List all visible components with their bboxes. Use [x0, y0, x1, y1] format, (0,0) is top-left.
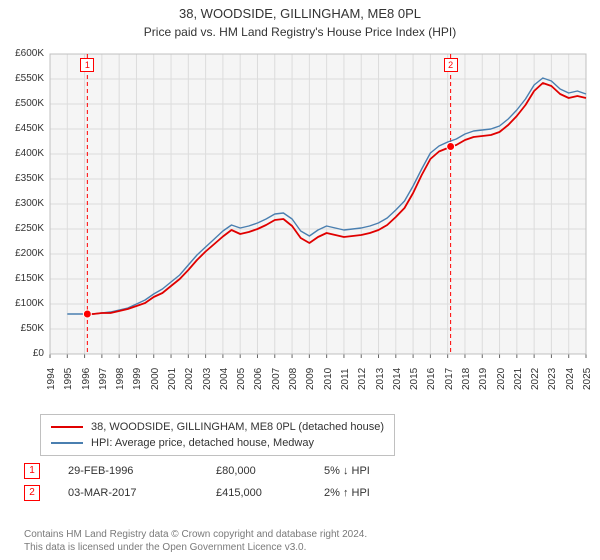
event-date: 03-MAR-2017 — [68, 482, 188, 504]
event-hpi-delta: 2% ↑ HPI — [324, 482, 370, 504]
event-flag-badge: 2 — [444, 58, 458, 72]
x-tick-label: 2010 — [323, 368, 334, 390]
x-tick-label: 2001 — [167, 368, 178, 390]
x-tick-label: 2017 — [444, 368, 455, 390]
y-tick-label: £600K — [2, 48, 44, 59]
x-tick-label: 2025 — [582, 368, 593, 390]
x-tick-label: 2019 — [478, 368, 489, 390]
event-badge: 2 — [24, 485, 40, 501]
event-row: 2 03-MAR-2017 £415,000 2% ↑ HPI — [24, 482, 370, 504]
y-tick-label: £500K — [2, 98, 44, 109]
event-price: £415,000 — [216, 482, 296, 504]
footnote: Contains HM Land Registry data © Crown c… — [24, 528, 590, 554]
chart-area: 1994 1995 1996 1997 1998 1999 2000 2001 2002 2003… — [0, 48, 600, 408]
y-tick-label: £550K — [2, 73, 44, 84]
event-row: 1 29-FEB-1996 £80,000 5% ↓ HPI — [24, 460, 370, 482]
y-tick-label: £450K — [2, 123, 44, 134]
x-tick-label: 2009 — [305, 368, 316, 390]
x-tick-label: 2004 — [219, 368, 230, 390]
x-tick-label: 2018 — [461, 368, 472, 390]
x-tick-label: 2016 — [426, 368, 437, 390]
x-tick-label: 1994 — [46, 368, 57, 390]
event-price: £80,000 — [216, 460, 296, 482]
x-tick-label: 2022 — [530, 368, 541, 390]
y-tick-label: £250K — [2, 223, 44, 234]
x-tick-label: 2015 — [409, 368, 420, 390]
y-tick-label: £200K — [2, 248, 44, 259]
x-tick-label: 2005 — [236, 368, 247, 390]
chart-svg — [0, 48, 600, 408]
x-tick-label: 2008 — [288, 368, 299, 390]
legend-box: 38, WOODSIDE, GILLINGHAM, ME8 0PL (detac… — [40, 414, 395, 456]
x-tick-label: 1996 — [81, 368, 92, 390]
event-table: 1 29-FEB-1996 £80,000 5% ↓ HPI 2 03-MAR-2017 £… — [24, 460, 370, 504]
x-tick-label: 2002 — [184, 368, 195, 390]
y-tick-label: £100K — [2, 298, 44, 309]
x-tick-label: 2020 — [496, 368, 507, 390]
x-tick-label: 1997 — [98, 368, 109, 390]
event-badge: 1 — [24, 463, 40, 479]
legend-swatch — [51, 442, 83, 444]
legend-label: 38, WOODSIDE, GILLINGHAM, ME8 0PL (detac… — [91, 419, 384, 435]
chart-title-address: 38, WOODSIDE, GILLINGHAM, ME8 0PL — [0, 0, 600, 21]
y-tick-label: £300K — [2, 198, 44, 209]
x-tick-label: 1999 — [132, 368, 143, 390]
legend-item: HPI: Average price, detached house, Medw… — [51, 435, 384, 451]
legend-item: 38, WOODSIDE, GILLINGHAM, ME8 0PL (detac… — [51, 419, 384, 435]
x-tick-label: 2014 — [392, 368, 403, 390]
y-tick-label: £0 — [2, 348, 44, 359]
x-tick-label: 2006 — [253, 368, 264, 390]
y-tick-label: £50K — [2, 323, 44, 334]
footnote-line2: This data is licensed under the Open Gov… — [24, 541, 590, 554]
legend-label: HPI: Average price, detached house, Medw… — [91, 435, 314, 451]
x-tick-label: 2000 — [150, 368, 161, 390]
event-date: 29-FEB-1996 — [68, 460, 188, 482]
y-tick-label: £350K — [2, 173, 44, 184]
x-tick-label: 2013 — [375, 368, 386, 390]
x-tick-label: 2012 — [357, 368, 368, 390]
chart-subtitle: Price paid vs. HM Land Registry's House … — [0, 21, 600, 39]
x-tick-label: 2024 — [565, 368, 576, 390]
chart-root: { "title_line1": "38, WOODSIDE, GILLINGH… — [0, 0, 600, 560]
x-tick-label: 2003 — [202, 368, 213, 390]
x-tick-label: 2021 — [513, 368, 524, 390]
y-tick-label: £400K — [2, 148, 44, 159]
x-tick-label: 1995 — [63, 368, 74, 390]
y-tick-label: £150K — [2, 273, 44, 284]
x-tick-label: 2011 — [340, 368, 351, 390]
x-tick-label: 2007 — [271, 368, 282, 390]
event-flag-badge: 1 — [80, 58, 94, 72]
legend-swatch — [51, 426, 83, 428]
x-tick-label: 1998 — [115, 368, 126, 390]
event-hpi-delta: 5% ↓ HPI — [324, 460, 370, 482]
footnote-line1: Contains HM Land Registry data © Crown c… — [24, 528, 590, 541]
x-tick-label: 2023 — [547, 368, 558, 390]
